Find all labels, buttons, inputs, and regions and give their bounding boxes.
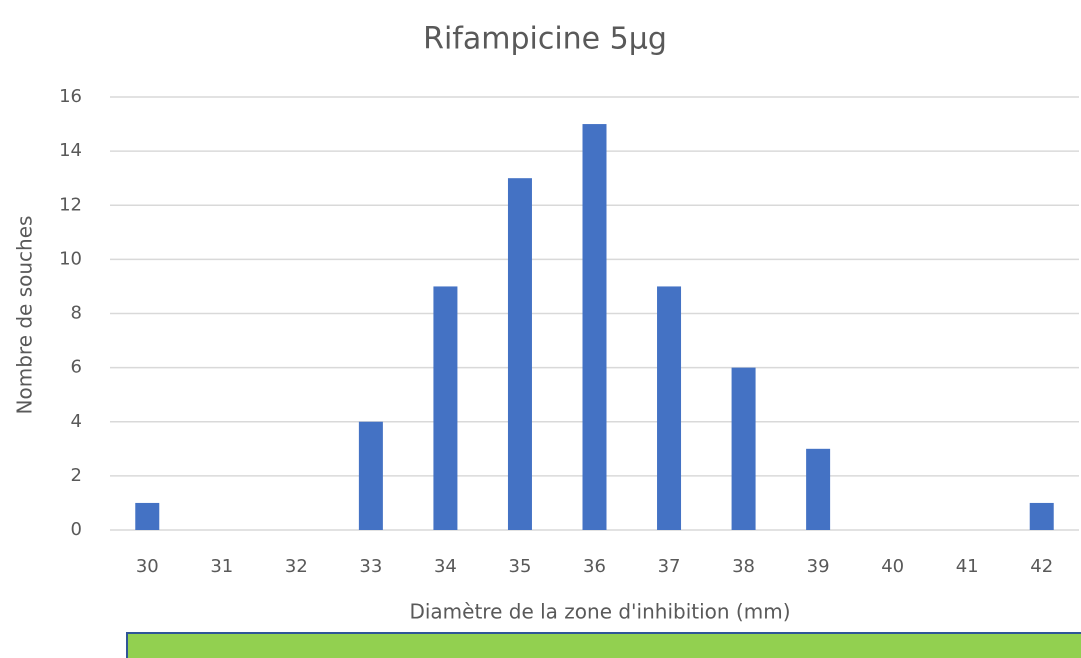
bar bbox=[1029, 502, 1054, 530]
x-tick-label: 42 bbox=[1030, 556, 1053, 577]
x-tick-label: 34 bbox=[434, 556, 457, 577]
x-tick-label: 41 bbox=[956, 556, 979, 577]
y-axis-label: Nombre de souches bbox=[13, 216, 37, 415]
x-tick-label: 40 bbox=[881, 556, 904, 577]
y-tick-label: 2 bbox=[71, 465, 82, 486]
y-tick-label: 10 bbox=[59, 248, 82, 269]
bar bbox=[806, 448, 831, 530]
x-tick-label: 32 bbox=[285, 556, 308, 577]
decor-box bbox=[126, 632, 1081, 658]
y-tick-label: 8 bbox=[71, 303, 82, 324]
bar bbox=[507, 178, 532, 530]
y-tick-label: 16 bbox=[59, 86, 82, 107]
x-tick-label: 30 bbox=[136, 556, 159, 577]
x-tick-label: 31 bbox=[210, 556, 233, 577]
x-tick-label: 38 bbox=[732, 556, 755, 577]
y-tick-label: 4 bbox=[71, 411, 82, 432]
bar bbox=[582, 124, 607, 530]
chart-title: Rifampicine 5µg bbox=[423, 22, 667, 57]
x-tick-label: 35 bbox=[509, 556, 532, 577]
bar bbox=[433, 286, 458, 530]
y-tick-label: 6 bbox=[71, 357, 82, 378]
y-tick-label: 12 bbox=[59, 194, 82, 215]
y-tick-label: 14 bbox=[59, 140, 82, 161]
y-tick-label: 0 bbox=[71, 519, 82, 540]
x-tick-label: 37 bbox=[658, 556, 681, 577]
bar bbox=[657, 286, 682, 530]
bar bbox=[358, 421, 383, 530]
x-tick-label: 36 bbox=[583, 556, 606, 577]
bar bbox=[731, 367, 756, 530]
x-tick-label: 33 bbox=[359, 556, 382, 577]
bar bbox=[135, 502, 160, 530]
x-axis-label: Diamètre de la zone d'inhibition (mm) bbox=[409, 600, 790, 624]
x-tick-label: 39 bbox=[807, 556, 830, 577]
